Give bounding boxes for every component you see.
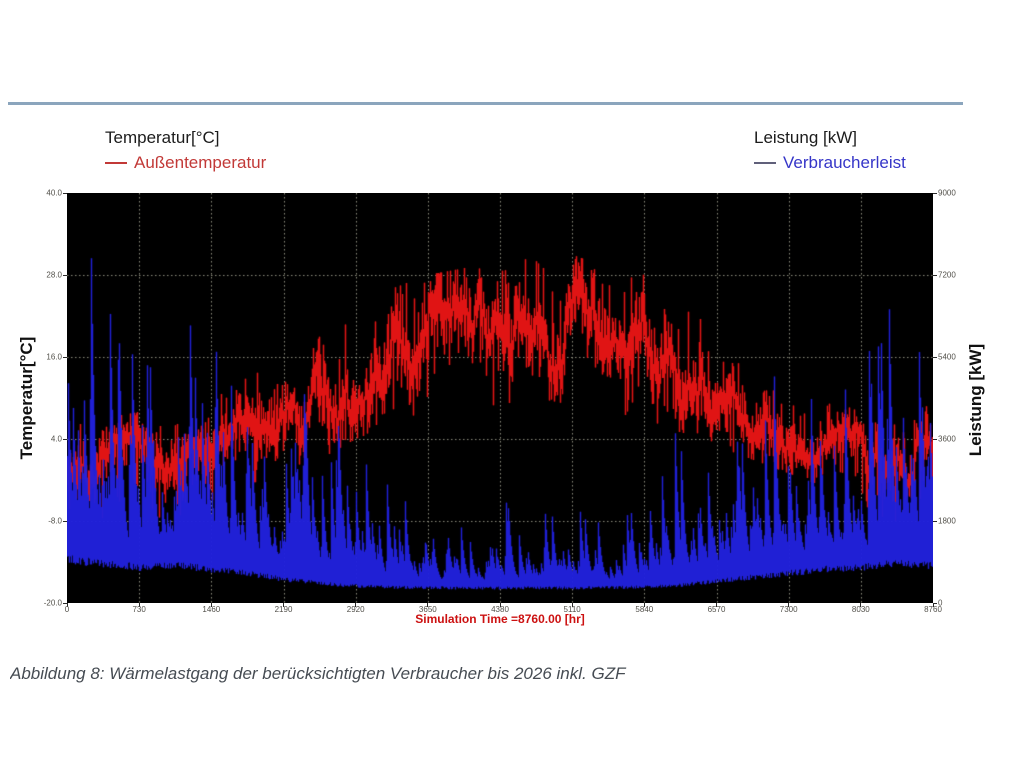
x-tick-label: 730 bbox=[132, 605, 146, 614]
legend-power-entry: Verbraucherleist bbox=[754, 151, 906, 176]
x-tick-mark bbox=[66, 603, 68, 607]
temperature-series-label: Außentemperatur bbox=[134, 152, 267, 172]
x-tick-label: 8760 bbox=[924, 605, 942, 614]
right-tick-mark bbox=[933, 356, 937, 358]
plot-canvas bbox=[67, 193, 933, 603]
right-tick-label: 3600 bbox=[938, 434, 956, 444]
power-series-label: Verbraucherleist bbox=[783, 152, 906, 172]
power-line-swatch bbox=[754, 161, 776, 164]
x-tick-label: 5840 bbox=[635, 605, 654, 614]
x-tick-mark bbox=[643, 603, 645, 607]
x-tick-mark bbox=[427, 603, 429, 607]
legend-temperature-entry: Außentemperatur bbox=[105, 151, 266, 176]
x-tick-label: 4380 bbox=[491, 605, 509, 614]
left-axis-label: Temperatur[°C] bbox=[17, 336, 36, 460]
right-tick-label: 7200 bbox=[938, 270, 956, 280]
left-tick-mark bbox=[63, 438, 67, 440]
right-tick-label: 0 bbox=[938, 598, 943, 608]
legend-power: Leistung [kW] Verbraucherleist bbox=[754, 126, 906, 175]
x-tick-mark bbox=[932, 603, 934, 607]
left-tick-mark bbox=[63, 520, 67, 522]
figure-caption: Abbildung 8: Wärmelastgang der berücksic… bbox=[10, 664, 626, 683]
right-axis-label: Leistung [kW] bbox=[966, 343, 985, 457]
x-tick-mark bbox=[210, 603, 212, 607]
x-tick-mark bbox=[860, 603, 862, 607]
left-tick-mark bbox=[63, 602, 67, 604]
x-tick-label: 0 bbox=[64, 605, 70, 614]
horizontal-rule bbox=[8, 102, 963, 105]
x-tick-label: 2190 bbox=[274, 605, 293, 614]
left-tick-mark bbox=[63, 274, 67, 276]
left-tick-label: -20.0 bbox=[43, 598, 62, 608]
right-tick-mark bbox=[933, 520, 937, 522]
right-tick-mark bbox=[933, 438, 937, 440]
x-tick-label: 3650 bbox=[418, 605, 437, 614]
x-tick-label: 1460 bbox=[202, 605, 221, 614]
legend-power-title: Leistung [kW] bbox=[754, 128, 857, 147]
right-tick-mark bbox=[933, 192, 937, 194]
right-tick-label: 9000 bbox=[938, 188, 956, 198]
left-tick-label: 4.0 bbox=[50, 434, 62, 444]
x-tick-mark bbox=[355, 603, 357, 607]
left-tick-label: 40.0 bbox=[46, 188, 62, 198]
x-tick-label: 7300 bbox=[779, 605, 798, 614]
x-tick-label: 2920 bbox=[346, 605, 365, 614]
left-tick-label: 16.0 bbox=[46, 352, 62, 362]
left-tick-label: -8.0 bbox=[48, 516, 62, 526]
temperature-line-swatch bbox=[105, 161, 127, 164]
left-tick-mark bbox=[63, 192, 67, 194]
x-tick-mark bbox=[788, 603, 790, 607]
left-tick-mark bbox=[63, 356, 67, 358]
x-tick-label: 6570 bbox=[707, 605, 726, 614]
legend-temperature-title: Temperatur[°C] bbox=[105, 128, 220, 147]
x-tick-label: 5110 bbox=[563, 605, 581, 614]
right-tick-mark bbox=[933, 274, 937, 276]
x-tick-mark bbox=[571, 603, 573, 607]
x-tick-mark bbox=[283, 603, 284, 607]
left-tick-label: 28.0 bbox=[46, 270, 62, 280]
legend-temperature: Temperatur[°C] Außentemperatur bbox=[105, 126, 266, 175]
x-axis-label: Simulation Time =8760.00 [hr] bbox=[415, 612, 585, 626]
right-tick-label: 5400 bbox=[938, 352, 956, 362]
x-tick-label: 8030 bbox=[851, 605, 870, 614]
x-tick-mark bbox=[138, 603, 140, 607]
x-tick-mark bbox=[499, 603, 501, 607]
right-tick-mark bbox=[933, 602, 937, 604]
right-tick-label: 1800 bbox=[938, 516, 956, 526]
x-tick-mark bbox=[716, 603, 717, 607]
